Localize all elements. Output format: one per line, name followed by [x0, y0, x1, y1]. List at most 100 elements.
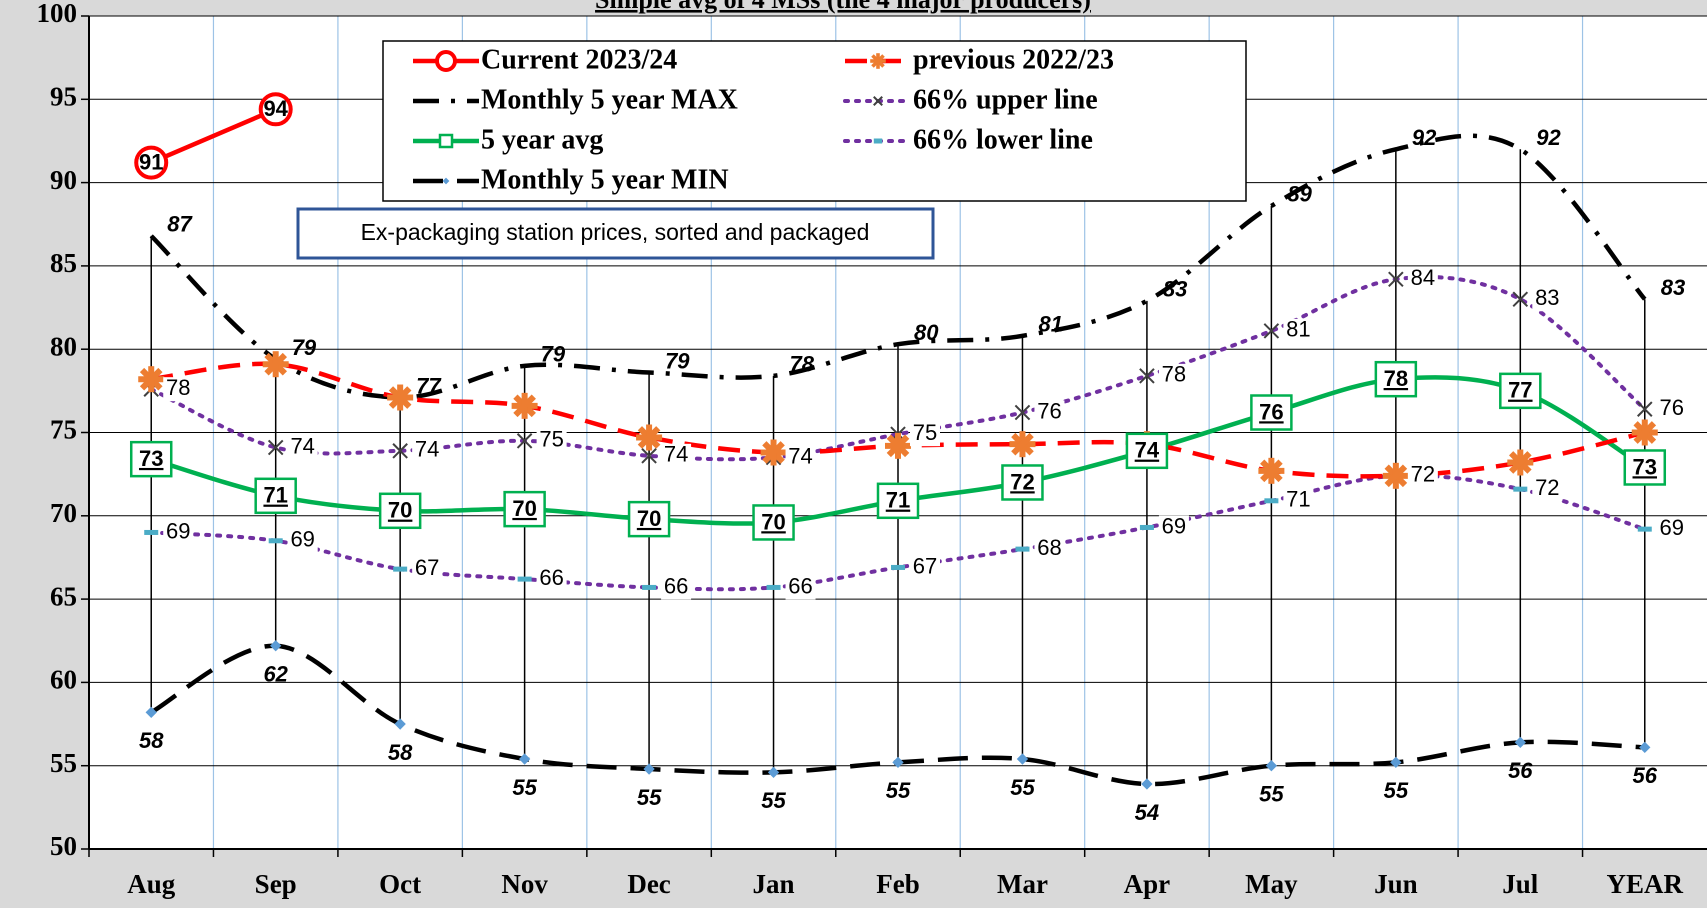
legend-label: Monthly 5 year MIN — [481, 164, 729, 195]
x-tick-label: Nov — [501, 869, 548, 899]
x-tick-label: May — [1245, 869, 1298, 899]
marker — [766, 584, 781, 590]
legend: Current 2023/24 previous 2022/23 Monthly 5… — [413, 44, 1114, 195]
data-label: 75 — [539, 427, 563, 452]
data-label-bg — [1407, 463, 1438, 488]
data-label-bg — [412, 438, 443, 463]
marker — [1263, 323, 1280, 339]
marker-stroke — [641, 448, 657, 464]
data-label-box — [1125, 432, 1169, 470]
data-label-bg — [785, 575, 816, 600]
data-label: 72 — [1411, 462, 1435, 487]
marker — [1631, 419, 1658, 446]
data-label-box — [876, 482, 920, 520]
y-tick-label: 55 — [50, 748, 77, 778]
data-label: 54 — [1135, 800, 1159, 825]
marker — [517, 576, 532, 582]
data-label: 70 — [761, 509, 785, 534]
marker — [435, 50, 457, 72]
data-label: 67 — [415, 555, 439, 580]
data-label-box — [129, 440, 173, 478]
data-label-box — [1250, 394, 1293, 431]
marker — [138, 366, 165, 393]
marker — [1139, 368, 1155, 384]
data-label: 66 — [539, 565, 563, 590]
data-label: 58 — [388, 740, 413, 765]
marker — [516, 433, 533, 449]
data-label: 69 — [1660, 515, 1684, 540]
y-tick-label: 75 — [50, 415, 77, 445]
x-tick-label: Apr — [1124, 869, 1171, 899]
marker — [270, 640, 282, 652]
data-label: 74 — [290, 433, 314, 458]
annotation-box — [296, 207, 935, 260]
x-tick-label: YEAR — [1607, 869, 1684, 899]
marker — [262, 351, 289, 378]
data-label: 81 — [1038, 312, 1062, 337]
legend-label: 66% lower line — [913, 124, 1093, 155]
x-tick-label: Mar — [997, 869, 1048, 899]
marker — [885, 432, 911, 459]
marker — [891, 564, 905, 570]
data-labels: 58 62 58 55 55 55 55 55 54 55 55 56 56 69 69 67 66 66 66 67… — [129, 96, 1687, 825]
x-tick-label: Jun — [1374, 869, 1418, 899]
data-label-bg — [1656, 397, 1687, 422]
y-tick-label: 100 — [37, 0, 78, 28]
data-label-bg — [1283, 318, 1314, 343]
data-label-box — [1374, 360, 1418, 398]
data-label-box — [1001, 464, 1044, 501]
marker — [1016, 753, 1029, 765]
data-label: 79 — [292, 335, 317, 360]
data-label-box — [254, 477, 297, 515]
data-label: 66 — [788, 573, 812, 598]
marker — [1636, 401, 1653, 417]
data-label: 75 — [913, 420, 937, 445]
marker — [267, 439, 284, 456]
marker-stroke — [1263, 323, 1280, 339]
marker — [394, 718, 406, 730]
y-tick-label: 65 — [50, 581, 77, 611]
marker-stroke — [1139, 368, 1155, 384]
data-label: 70 — [388, 498, 412, 523]
data-label: 70 — [637, 506, 661, 531]
data-label: 66 — [664, 573, 688, 598]
marker — [1512, 291, 1529, 307]
marker — [511, 392, 538, 419]
data-label: 58 — [139, 728, 164, 753]
marker — [144, 529, 159, 535]
data-label: 74 — [664, 442, 688, 467]
data-label-bg — [536, 567, 567, 592]
data-label-bg — [163, 520, 194, 545]
data-label-bg — [1158, 515, 1189, 540]
data-label: 55 — [1010, 775, 1035, 800]
data-label-bg — [910, 555, 940, 580]
marker-stroke — [392, 443, 408, 459]
marker — [767, 766, 780, 779]
marker-stroke — [267, 439, 284, 456]
marker — [134, 145, 169, 180]
marker — [1139, 524, 1154, 530]
marker — [1388, 271, 1404, 288]
marker-stroke — [516, 433, 533, 449]
series-line — [149, 133, 1647, 400]
x-tick-label: Oct — [379, 869, 421, 899]
data-label-box — [1499, 372, 1542, 410]
data-label: 92 — [1536, 125, 1561, 150]
y-tick-label: 90 — [50, 165, 77, 195]
data-label: 55 — [1259, 782, 1284, 807]
y-tick-label: 70 — [50, 498, 77, 528]
x-tick-label: Jan — [753, 869, 795, 899]
marker-stroke — [1260, 459, 1283, 483]
marker-stroke — [1508, 451, 1532, 474]
marker-stroke — [1512, 291, 1529, 307]
data-label-bg — [536, 428, 567, 453]
y-tick-label: 50 — [50, 831, 77, 861]
data-label: 77 — [416, 373, 442, 398]
legend-label: 66% upper line — [913, 84, 1098, 115]
marker — [1014, 404, 1031, 421]
data-label: 62 — [263, 662, 288, 687]
data-label: 73 — [139, 446, 163, 471]
x-tick-label: Dec — [627, 869, 670, 899]
marker — [642, 584, 657, 590]
